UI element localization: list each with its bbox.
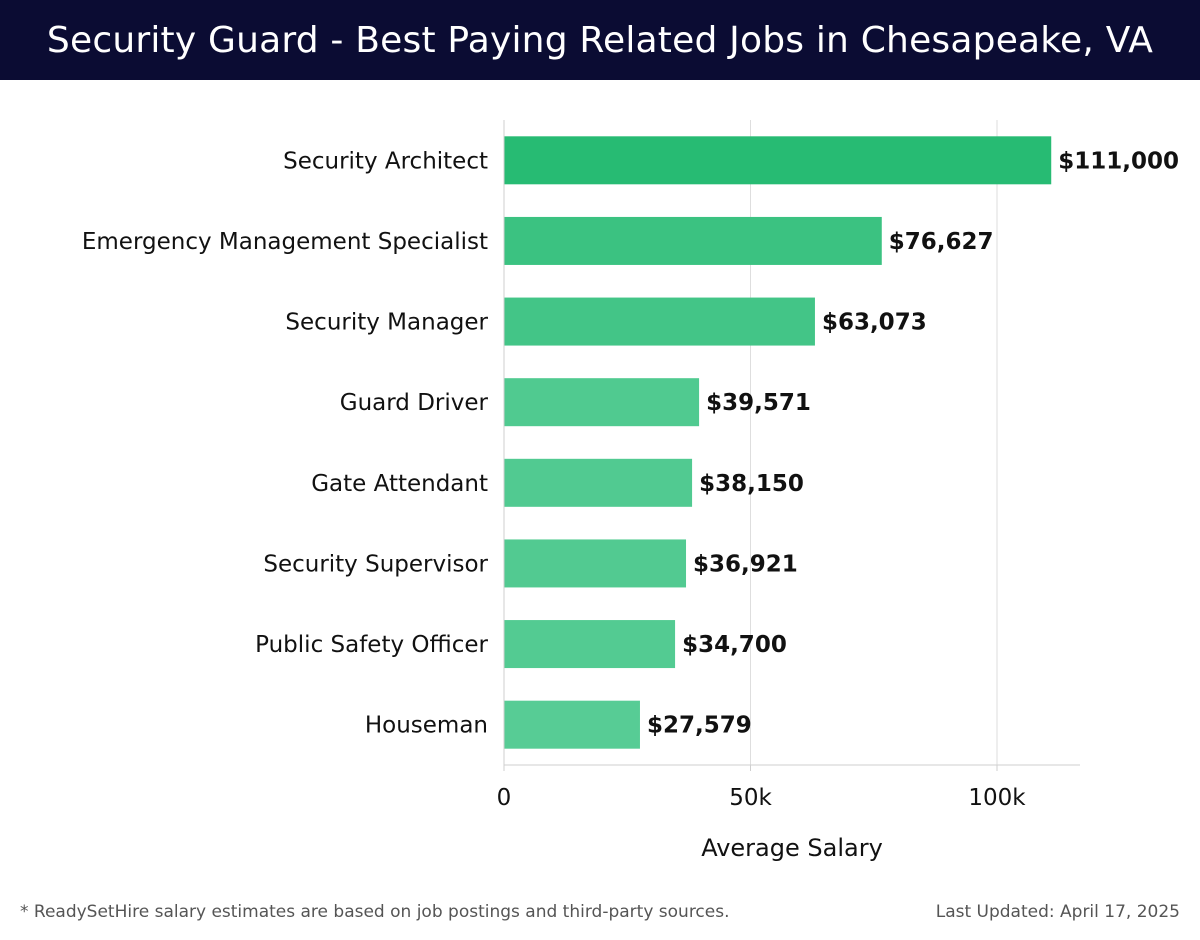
value-label: $34,700	[682, 632, 787, 658]
category-label: Public Safety Officer	[255, 632, 488, 658]
bar	[504, 458, 693, 507]
bar	[504, 216, 882, 265]
axes: 0 50k 100k	[497, 120, 1080, 811]
category-label: Security Manager	[285, 310, 488, 336]
grid-lines	[503, 120, 998, 765]
category-label: Emergency Management Specialist	[82, 229, 488, 255]
bar	[504, 378, 700, 427]
header-bar: Security Guard - Best Paying Related Job…	[0, 0, 1200, 80]
bar	[504, 539, 687, 588]
x-axis-title: Average Salary	[701, 834, 883, 862]
footnote: * ReadySetHire salary estimates are base…	[20, 902, 730, 922]
value-label: $38,150	[699, 471, 804, 497]
bar	[504, 136, 1052, 185]
category-label: Houseman	[365, 713, 488, 739]
value-label: $76,627	[889, 229, 994, 255]
page-title: Security Guard - Best Paying Related Job…	[46, 19, 1154, 61]
salary-bar-chart: Security Architect $111,000 Emergency Mana…	[82, 120, 1179, 862]
category-label: Gate Attendant	[311, 471, 488, 497]
category-label: Guard Driver	[340, 390, 489, 416]
value-label: $27,579	[647, 713, 752, 739]
x-tick-label: 50k	[729, 785, 772, 811]
value-label: $36,921	[693, 551, 798, 577]
x-tick-label: 100k	[968, 785, 1026, 811]
value-label: $63,073	[822, 310, 927, 336]
value-label: $111,000	[1058, 148, 1179, 174]
bar	[504, 297, 815, 346]
category-label: Security Supervisor	[263, 551, 488, 577]
last-updated: Last Updated: April 17, 2025	[935, 902, 1180, 922]
bars: Security Architect $111,000 Emergency Mana…	[82, 136, 1179, 749]
bar	[504, 700, 640, 749]
bar	[504, 620, 676, 669]
value-label: $39,571	[706, 390, 811, 416]
x-tick-label: 0	[497, 785, 512, 811]
category-label: Security Architect	[283, 148, 488, 174]
